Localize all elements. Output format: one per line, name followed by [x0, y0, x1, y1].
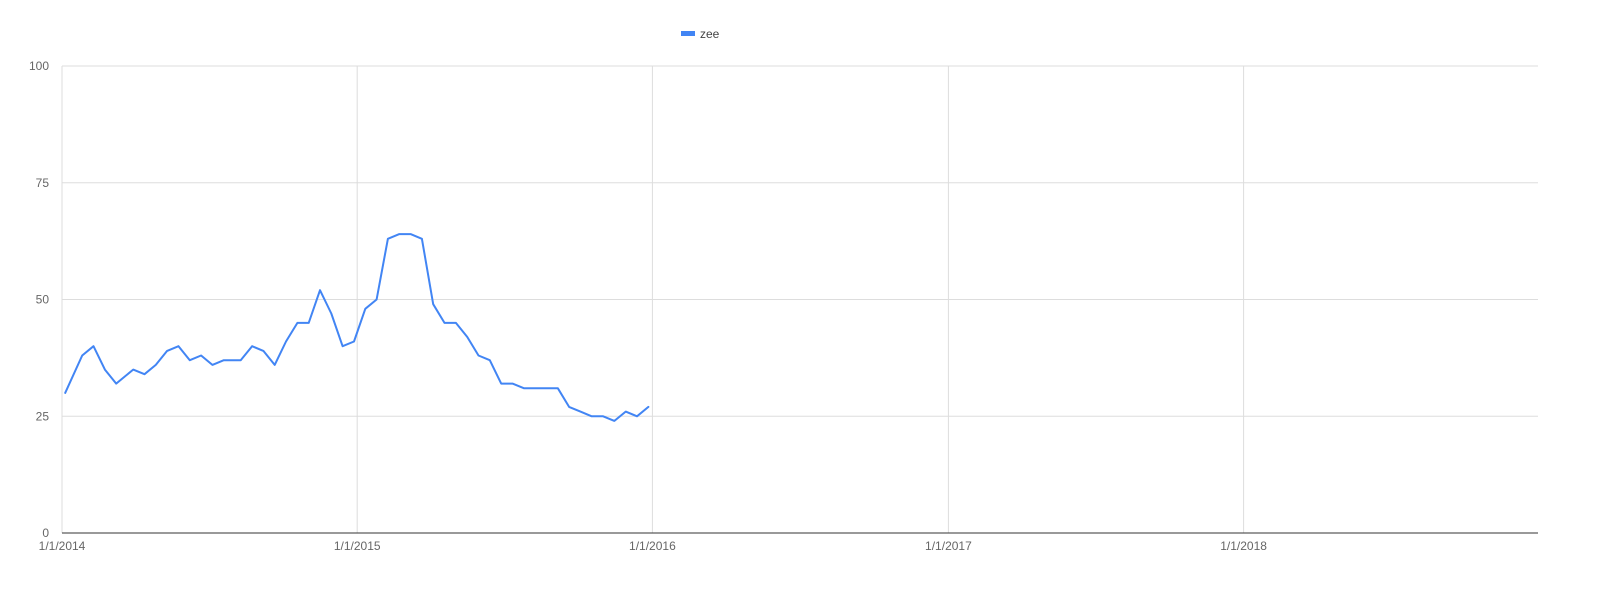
series-line-zee: [64, 233, 650, 422]
y-axis-ticks: 0 25 50 75 100: [29, 59, 49, 540]
y-tick-label: 50: [36, 293, 50, 307]
x-axis-ticks: 1/1/2014 1/1/2015 1/1/2016 1/1/2017 1/1/2018: [39, 539, 1268, 553]
y-tick-label: 100: [29, 59, 49, 73]
legend-label-zee: zee: [700, 27, 720, 41]
legend: zee: [681, 27, 720, 41]
y-tick-label: 25: [36, 409, 50, 423]
gridlines: [61, 65, 1538, 533]
legend-swatch-zee: [681, 31, 695, 36]
series-lines: [64, 233, 650, 422]
x-tick-label: 1/1/2018: [1220, 539, 1267, 553]
y-tick-label: 0: [42, 526, 49, 540]
x-tick-label: 1/1/2017: [925, 539, 972, 553]
x-tick-label: 1/1/2015: [334, 539, 381, 553]
y-tick-label: 75: [36, 176, 50, 190]
x-tick-label: 1/1/2014: [39, 539, 86, 553]
x-tick-label: 1/1/2016: [629, 539, 676, 553]
